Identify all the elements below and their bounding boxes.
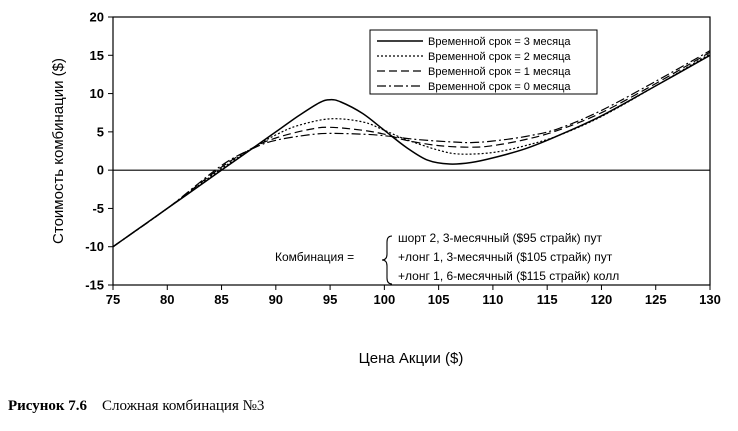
x-tick-label: 130: [699, 292, 721, 307]
y-tick-label: -15: [85, 278, 104, 293]
legend-label-2: Временной срок = 2 месяца: [428, 51, 571, 63]
y-tick-label: 10: [90, 86, 104, 101]
x-tick-label: 100: [374, 292, 396, 307]
y-axis-title: Стоимость комбинации ($): [50, 58, 67, 244]
x-tick-label: 125: [645, 292, 667, 307]
series-layer: [112, 50, 711, 248]
annotation-line-3: +лонг 1, 6-месячный ($115 страйк) колл: [398, 269, 619, 283]
annotation-label: Комбинация =: [275, 250, 354, 264]
legend: Временной срок = 3 месяца Временной срок …: [369, 29, 598, 95]
legend-label-3: Временной срок = 1 месяца: [428, 66, 571, 78]
x-tick-label: 80: [160, 292, 174, 307]
y-tick-label: 15: [90, 48, 104, 63]
x-tick-label: 85: [214, 292, 228, 307]
y-tick-label: 5: [97, 124, 104, 139]
annotation-line-1: шорт 2, 3-месячный ($95 страйк) пут: [398, 231, 602, 245]
x-tick-label: 95: [323, 292, 337, 307]
x-tick-label: 110: [482, 292, 503, 307]
x-tick-label: 90: [269, 292, 283, 307]
x-tick-label: 115: [537, 292, 558, 307]
legend-label-1: Временной срок = 3 месяца: [428, 36, 571, 48]
y-tick-label: 0: [97, 163, 104, 178]
series-line-2: [112, 53, 711, 248]
combination-annotation: Комбинация = шорт 2, 3-месячный ($95 стр…: [275, 231, 619, 285]
x-tick-label: 75: [106, 292, 120, 307]
ticks-layer: 75 80 85 90 95 100 105 110 115 120 125 130-15-10-50…: [85, 10, 721, 308]
x-tick-label: 105: [428, 292, 450, 307]
x-axis-title: Цена Акции ($): [359, 350, 464, 367]
series-line-4: [112, 50, 711, 248]
figure-caption: Рисунок 7.6 Сложная комбинация №3: [8, 398, 264, 415]
figure-number: Рисунок 7.6: [8, 398, 88, 414]
x-tick-label: 120: [591, 292, 613, 307]
legend-items: Временной срок = 3 месяца Временной срок …: [377, 36, 571, 93]
figure-caption-text: Сложная комбинация №3: [102, 398, 265, 414]
legend-label-4: Временной срок = 0 месяца: [428, 81, 571, 93]
y-tick-label: -5: [92, 201, 104, 216]
annotation-line-2: +лонг 1, 3-месячный ($105 страйк) пут: [398, 250, 613, 264]
annotation-brace: [381, 235, 393, 285]
chart: 75 80 85 90 95 100 105 110 115 120 125 130-15-10-50…: [50, 10, 721, 368]
y-tick-label: 20: [90, 10, 104, 25]
y-tick-label: -10: [85, 239, 104, 254]
